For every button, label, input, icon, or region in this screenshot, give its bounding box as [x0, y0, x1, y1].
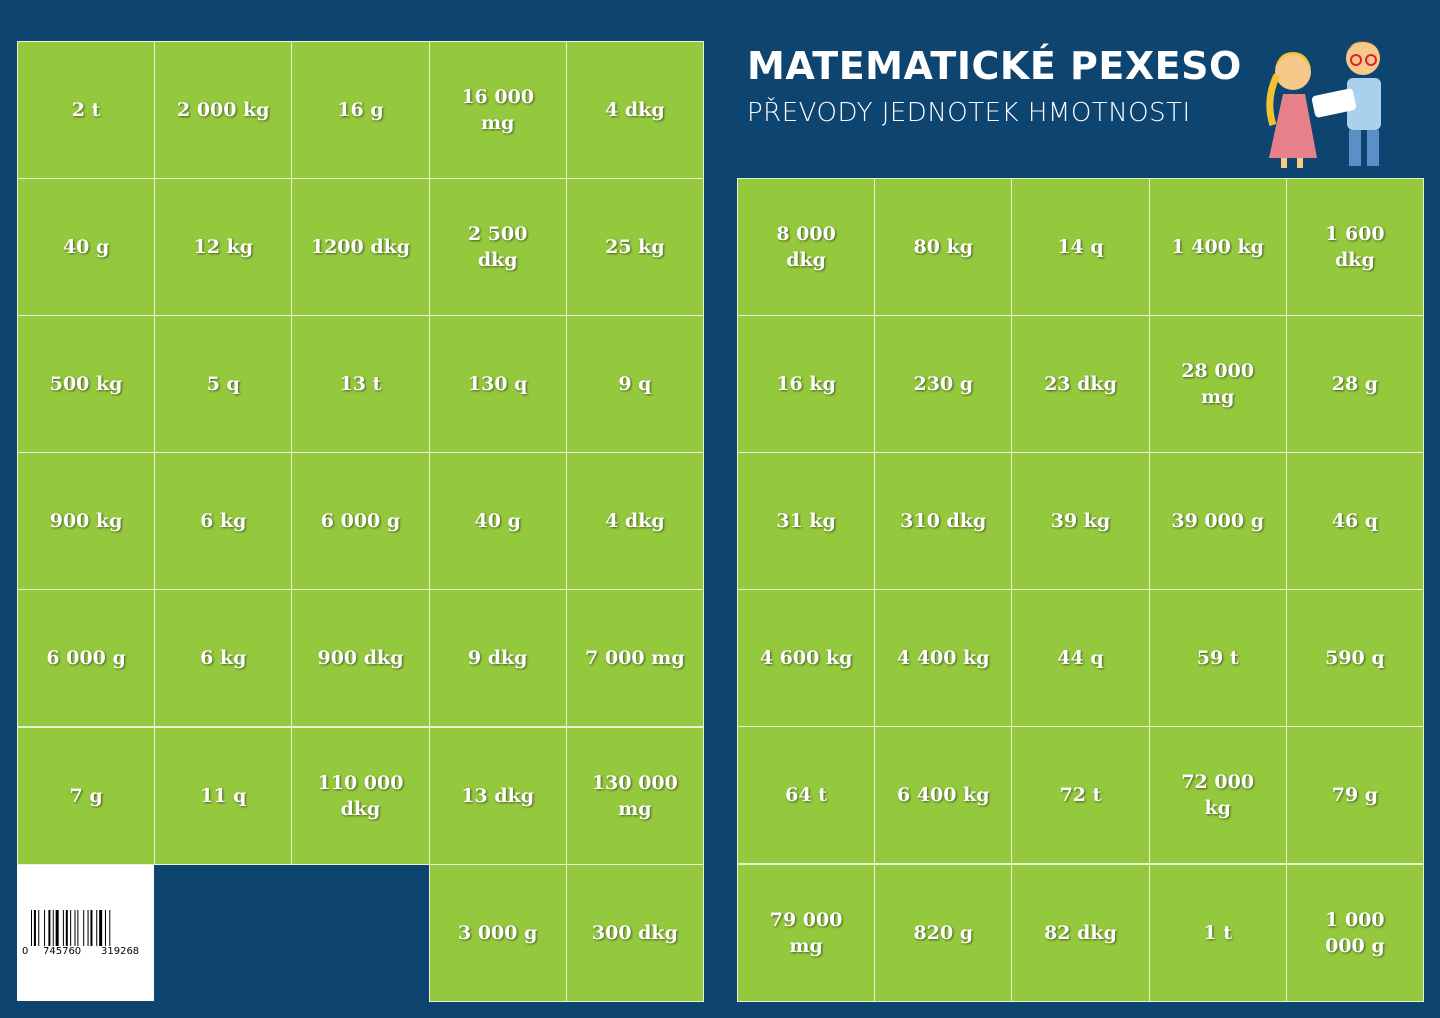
card: 8 000 dkg: [737, 178, 876, 317]
title: MATEMATICKÉ PEXESO: [747, 44, 1242, 88]
card: 31 kg: [737, 452, 876, 591]
card: 16 g: [291, 41, 430, 180]
card: 79 000 mg: [737, 863, 876, 1002]
card: 2 000 kg: [154, 41, 293, 180]
card: 25 kg: [565, 178, 704, 317]
card: 590 q: [1285, 589, 1424, 728]
barcode-bar: [44, 910, 46, 946]
card: 16 000 mg: [428, 41, 567, 180]
card: 6 kg: [154, 589, 293, 728]
card: 4 600 kg: [737, 589, 876, 728]
barcode-bar: [62, 910, 64, 946]
barcode-bar: [33, 910, 36, 946]
barcode-bar: [74, 910, 76, 946]
card: 2 t: [17, 41, 156, 180]
card: 130 q: [428, 315, 567, 454]
card: 300 dkg: [565, 863, 704, 1002]
barcode: 0 745760 319268: [17, 864, 154, 1001]
barcode-digits: 745760: [43, 946, 82, 957]
card: 13 t: [291, 315, 430, 454]
card: 6 000 g: [17, 589, 156, 728]
card: 28 000 mg: [1148, 315, 1287, 454]
card: 900 kg: [17, 452, 156, 591]
barcode-bar: [87, 910, 89, 946]
card: 900 dkg: [291, 589, 430, 728]
barcode-bar: [65, 910, 68, 946]
card: 9 q: [565, 315, 704, 454]
card: 1 600 dkg: [1285, 178, 1424, 317]
card: 3 000 g: [428, 863, 567, 1002]
card: 13 dkg: [428, 726, 567, 865]
barcode-bar: [38, 910, 40, 946]
card: 1 000 000 g: [1285, 863, 1424, 1002]
card: 79 g: [1285, 726, 1424, 865]
card: 6 000 g: [291, 452, 430, 591]
card: 2 500 dkg: [428, 178, 567, 317]
card: 39 kg: [1011, 452, 1150, 591]
card: 72 000 kg: [1148, 726, 1287, 865]
card: 16 kg: [737, 315, 876, 454]
barcode-bar: [55, 910, 59, 946]
barcode-bar: [70, 910, 72, 946]
barcode-bar: [109, 910, 111, 946]
barcode-bar: [31, 910, 32, 946]
card: 1 400 kg: [1148, 178, 1287, 317]
card: 72 t: [1011, 726, 1150, 865]
card: 6 kg: [154, 452, 293, 591]
card: 4 400 kg: [874, 589, 1013, 728]
card: 64 t: [737, 726, 876, 865]
barcode-bar: [48, 910, 51, 946]
barcode-bar: [96, 910, 98, 946]
barcode-bar: [104, 910, 106, 946]
card: 310 dkg: [874, 452, 1013, 591]
card: 28 g: [1285, 315, 1424, 454]
card: 500 kg: [17, 315, 156, 454]
barcode-bar: [90, 910, 93, 946]
card: 9 dkg: [428, 589, 567, 728]
barcode-bar: [52, 910, 54, 946]
card: 820 g: [874, 863, 1013, 1002]
card: 44 q: [1011, 589, 1150, 728]
card: 230 g: [874, 315, 1013, 454]
card: 1200 dkg: [291, 178, 430, 317]
barcode-digits: 319268: [101, 946, 140, 957]
card: 80 kg: [874, 178, 1013, 317]
card: 110 000 dkg: [291, 726, 430, 865]
card: 40 g: [17, 178, 156, 317]
barcode-bar: [99, 910, 103, 946]
card: 46 q: [1285, 452, 1424, 591]
barcode-bar: [77, 910, 79, 946]
card: 7 000 mg: [565, 589, 704, 728]
card: 40 g: [428, 452, 567, 591]
card: 4 dkg: [565, 41, 704, 180]
card: 5 q: [154, 315, 293, 454]
card: 6 400 kg: [874, 726, 1013, 865]
card: 7 g: [17, 726, 156, 865]
card: 11 q: [154, 726, 293, 865]
illustration: [1266, 41, 1381, 168]
card: 39 000 g: [1148, 452, 1287, 591]
card: 82 dkg: [1011, 863, 1150, 1002]
card: 23 dkg: [1011, 315, 1150, 454]
card: 1 t: [1148, 863, 1287, 1002]
barcode-bar: [83, 910, 85, 946]
card: 59 t: [1148, 589, 1287, 728]
card: 14 q: [1011, 178, 1150, 317]
subtitle: PŘEVODY JEDNOTEK HMOTNOSTI: [747, 98, 1191, 128]
card: 130 000 mg: [565, 726, 704, 865]
barcode-bars: [31, 910, 111, 946]
barcode-digits: 0: [22, 946, 29, 957]
card: 4 dkg: [565, 452, 704, 591]
card: 12 kg: [154, 178, 293, 317]
